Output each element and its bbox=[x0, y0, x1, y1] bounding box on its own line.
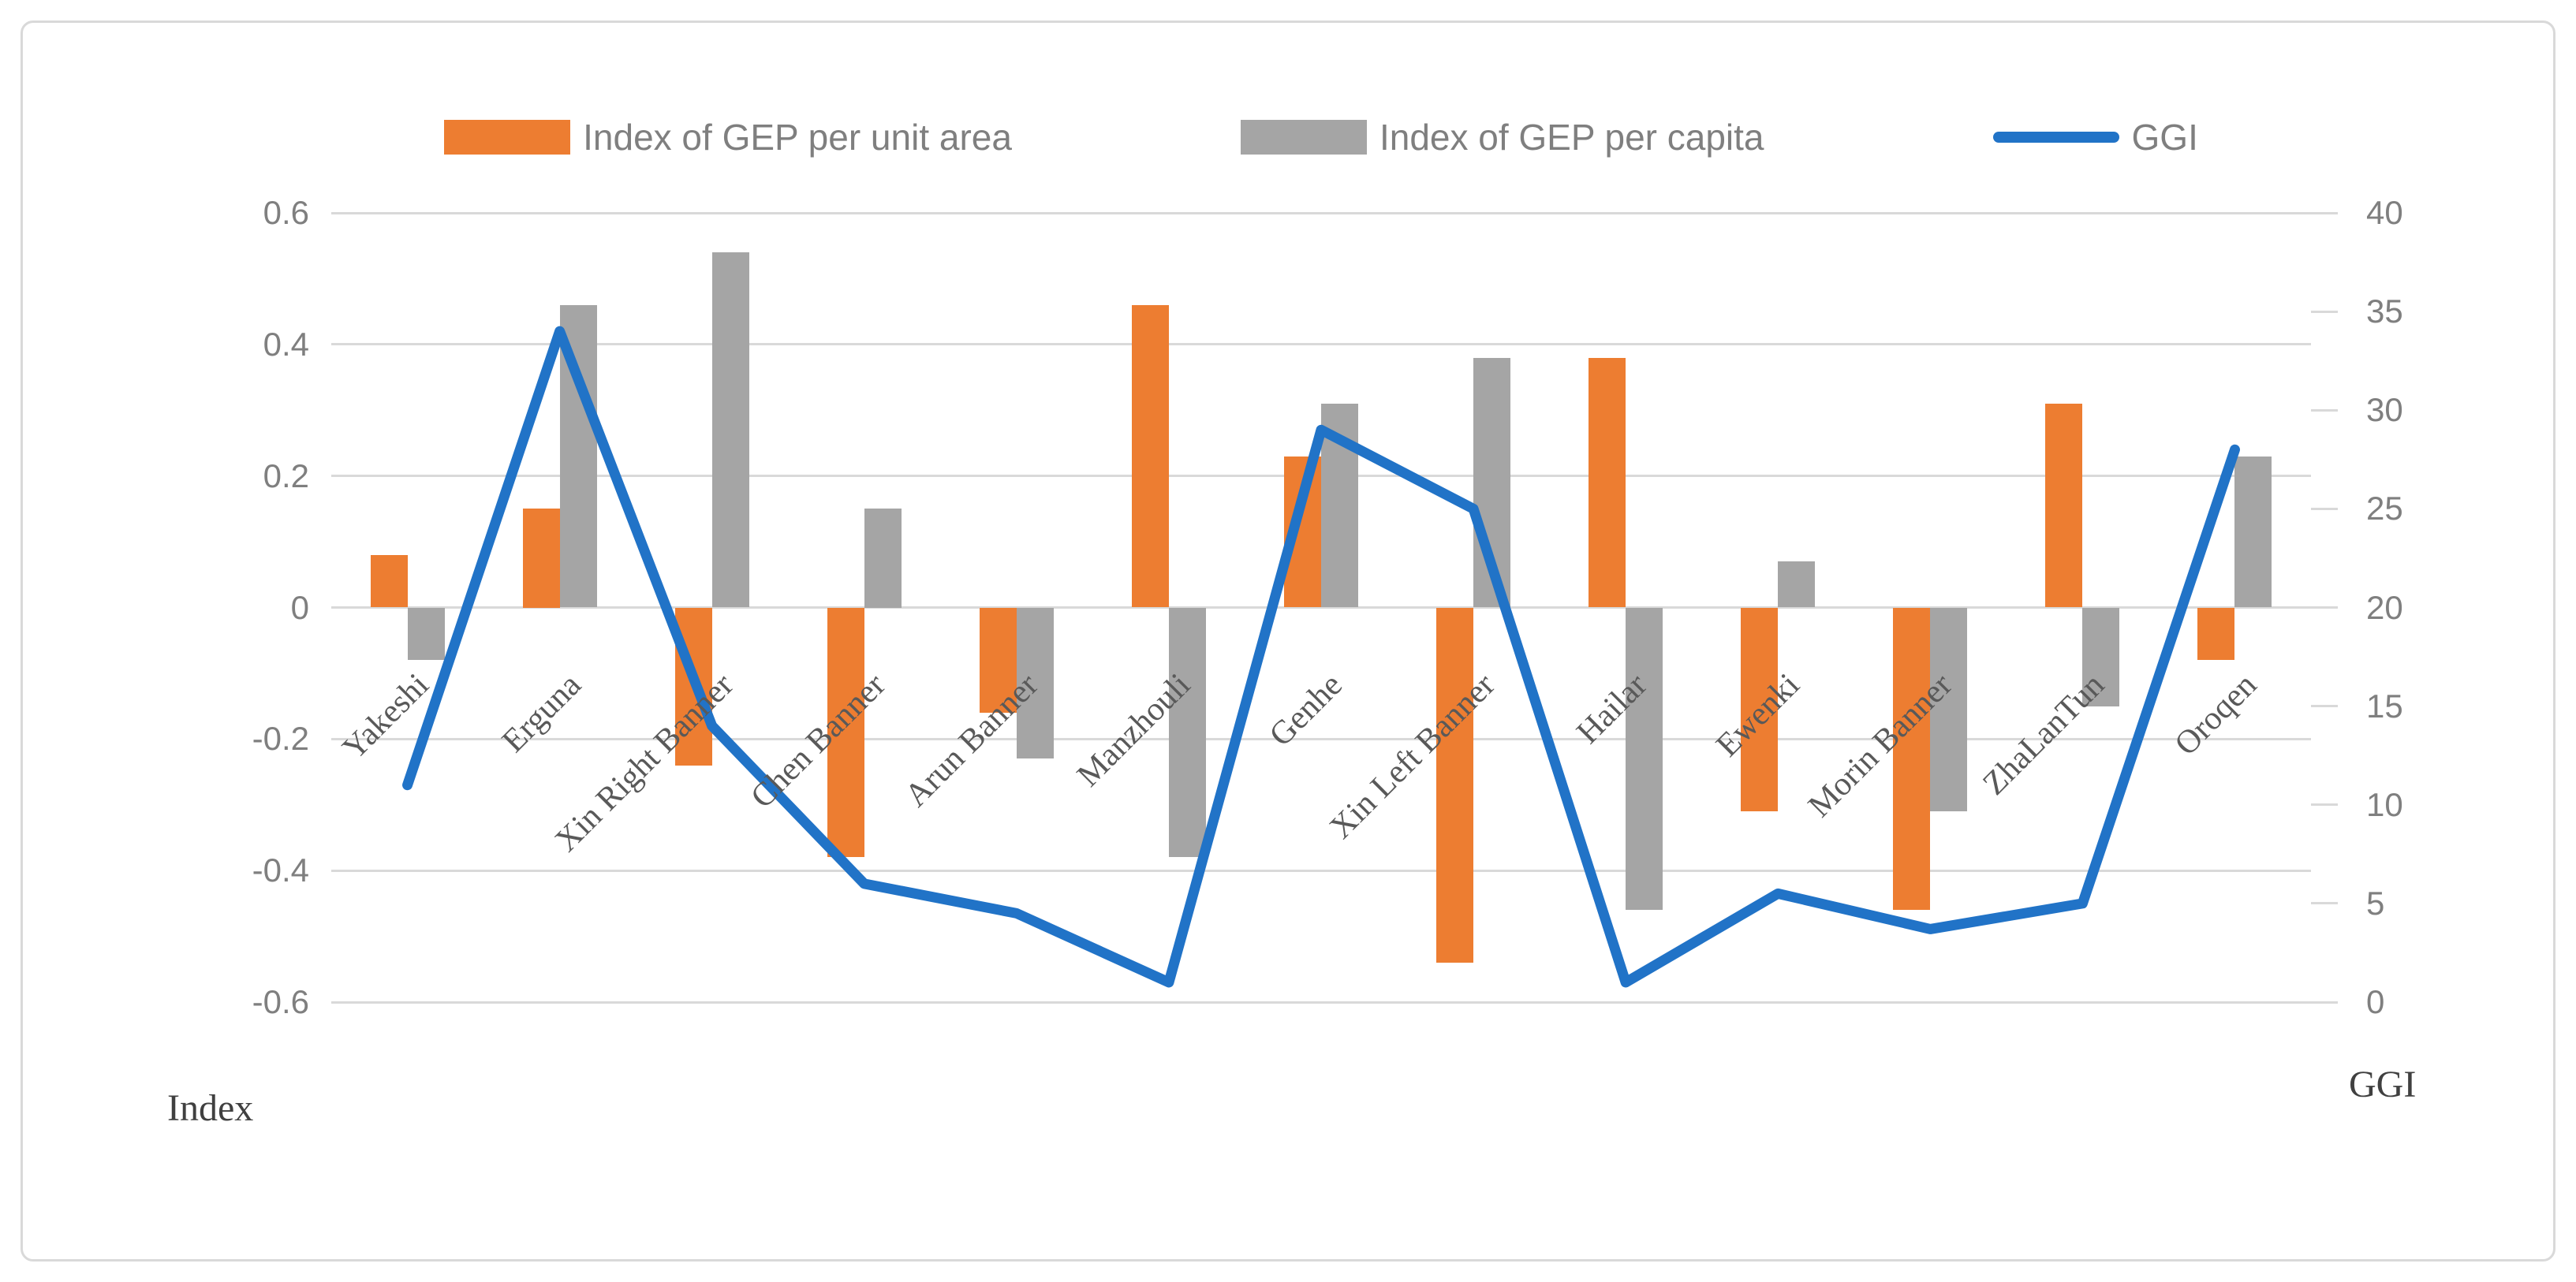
legend-item-ggi: GGI bbox=[1992, 116, 2198, 158]
gridline bbox=[331, 869, 2311, 872]
right-axis-tick-label: 30 bbox=[2366, 391, 2403, 429]
right-axis-tick bbox=[2311, 408, 2338, 412]
bar-gep-per-capita bbox=[407, 607, 445, 661]
right-axis-tick bbox=[2311, 211, 2338, 214]
right-axis-tick-label: 5 bbox=[2366, 884, 2385, 922]
right-axis-tick-label: 40 bbox=[2366, 194, 2403, 231]
bar-gep-per-unit-area bbox=[1436, 607, 1474, 963]
legend-label-gep-unit-area: Index of GEP per unit area bbox=[583, 117, 1012, 158]
gridline bbox=[331, 737, 2311, 740]
legend-item-gep-capita: Index of GEP per capita bbox=[1240, 116, 1764, 158]
gridline bbox=[331, 606, 2311, 609]
left-axis-tick-label: -0.4 bbox=[252, 852, 309, 889]
right-axis-tick-label: 20 bbox=[2366, 588, 2403, 626]
bar-gep-per-unit-area bbox=[1589, 357, 1626, 608]
bar-gep-per-capita bbox=[2234, 456, 2272, 608]
bar-gep-per-capita bbox=[2082, 607, 2120, 706]
legend: Index of GEP per unit area Index of GEP … bbox=[331, 109, 2311, 166]
left-axis-tick-label: -0.2 bbox=[252, 720, 309, 758]
bar-gep-per-unit-area bbox=[1131, 304, 1169, 608]
gep-unit-area-swatch-icon bbox=[444, 120, 571, 155]
bar-gep-per-unit-area bbox=[1893, 607, 1931, 911]
gridline bbox=[331, 343, 2311, 346]
right-axis-tick bbox=[2311, 902, 2338, 905]
right-axis-tick-label: 10 bbox=[2366, 785, 2403, 823]
left-axis-tick-label: 0 bbox=[290, 588, 309, 626]
bar-gep-per-capita bbox=[1016, 607, 1054, 759]
bar-gep-per-capita bbox=[1168, 607, 1206, 858]
bar-gep-per-unit-area bbox=[2045, 403, 2083, 608]
gridline bbox=[331, 1001, 2311, 1004]
bar-gep-per-capita bbox=[711, 252, 749, 608]
right-axis-tick bbox=[2311, 507, 2338, 510]
left-axis-title: Index bbox=[167, 1087, 254, 1129]
right-axis-tick bbox=[2311, 803, 2338, 807]
left-axis-tick-label: 0.2 bbox=[263, 457, 309, 494]
ggi-line-swatch-icon bbox=[1992, 132, 2119, 143]
left-axis-tick-label: 0.6 bbox=[263, 194, 309, 231]
right-axis-tick-label: 25 bbox=[2366, 490, 2403, 527]
legend-label-gep-capita: Index of GEP per capita bbox=[1379, 117, 1764, 158]
bar-gep-per-unit-area bbox=[827, 607, 864, 858]
ggi-line-path bbox=[402, 326, 2240, 988]
bar-gep-per-unit-area bbox=[2197, 607, 2235, 661]
left-axis-tick-label: -0.6 bbox=[252, 983, 309, 1020]
bar-gep-per-capita bbox=[1778, 561, 1816, 608]
left-axis-tick-label: 0.4 bbox=[263, 325, 309, 363]
gridline bbox=[331, 211, 2311, 214]
right-axis-tick bbox=[2311, 606, 2338, 609]
bar-gep-per-capita bbox=[864, 509, 902, 608]
bar-gep-per-capita bbox=[1930, 607, 1968, 812]
right-axis-tick bbox=[2311, 705, 2338, 708]
bar-gep-per-capita bbox=[1626, 607, 1663, 911]
legend-item-gep-unit-area: Index of GEP per unit area bbox=[444, 116, 1012, 158]
right-axis-tick bbox=[2311, 1001, 2338, 1004]
right-axis-title: GGI bbox=[2349, 1064, 2417, 1105]
gep-capita-swatch-icon bbox=[1240, 120, 1367, 155]
bar-gep-per-unit-area bbox=[370, 554, 408, 608]
bar-gep-per-unit-area bbox=[979, 607, 1017, 713]
right-axis-tick-label: 35 bbox=[2366, 293, 2403, 330]
legend-label-ggi: GGI bbox=[2131, 117, 2198, 158]
right-axis-tick-label: 0 bbox=[2366, 983, 2385, 1020]
right-axis-tick bbox=[2311, 310, 2338, 313]
right-axis-tick-label: 15 bbox=[2366, 687, 2403, 725]
bar-gep-per-unit-area bbox=[1741, 607, 1779, 812]
bar-gep-per-unit-area bbox=[522, 509, 560, 608]
